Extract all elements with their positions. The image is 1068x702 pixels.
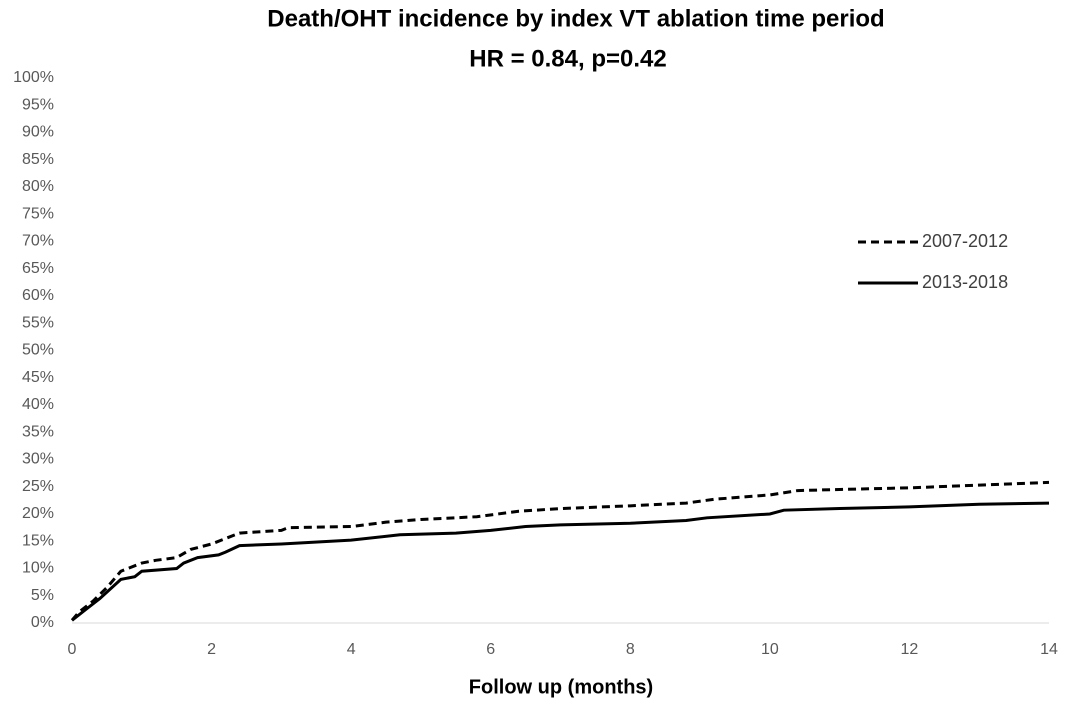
y-tick-label: 20% [22,505,54,522]
y-tick-label: 70% [22,233,54,250]
x-tick-label: 4 [347,641,356,658]
chart-title: Death/OHT incidence by index VT ablation… [267,5,884,32]
y-tick-label: 55% [22,314,54,331]
x-tick-label: 8 [626,641,635,658]
chart-subtitle: HR = 0.84, p=0.42 [469,45,666,72]
y-tick-label: 85% [22,151,54,168]
x-tick-label: 10 [761,641,779,658]
series-line [71,501,1050,622]
y-tick-label: 50% [22,342,54,359]
x-tick-label: 0 [68,641,77,658]
y-tick-label: 5% [31,587,54,604]
y-tick-label: 45% [22,369,54,386]
legend-label: 2013-2018 [922,272,1008,292]
y-tick-label: 65% [22,260,54,277]
x-tick-label: 12 [901,641,919,658]
y-tick-label: 35% [22,423,54,440]
y-tick-label: 30% [22,451,54,468]
y-tick-label: 15% [22,532,54,549]
y-tick-label: 40% [22,396,54,413]
y-tick-label: 60% [22,287,54,304]
y-tick-label: 25% [22,478,54,495]
y-tick-label: 95% [22,96,54,113]
series-line [70,480,1050,622]
y-tick-label: 90% [22,124,54,141]
y-tick-label: 75% [22,205,54,222]
x-tick-label: 14 [1040,641,1058,658]
legend-label: 2007-2012 [922,231,1008,251]
y-tick-label: 0% [31,614,54,631]
y-tick-label: 10% [22,560,54,577]
x-axis-title: Follow up (months) [469,676,653,698]
x-tick-label: 6 [486,641,495,658]
x-tick-label: 2 [207,641,216,658]
y-tick-label: 80% [22,178,54,195]
y-tick-label: 100% [13,69,54,86]
